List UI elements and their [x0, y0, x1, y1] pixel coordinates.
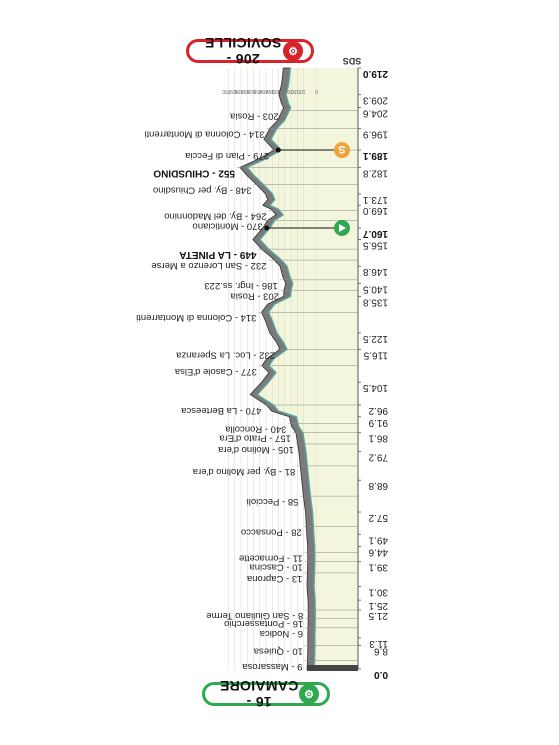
km-label: 135.8 [363, 296, 388, 307]
town-label: 81 - By. per Molino d'era [192, 466, 295, 477]
town-label: 16 - Pontasserchio [224, 618, 303, 629]
elevation-tick-label: 0 [315, 88, 318, 94]
town-label: 264 - By. del Madonnino [164, 211, 266, 222]
town-label: 10 - Quiesa [253, 645, 303, 656]
km-axis: 0.0 8.611.3 21.525.1 30.1 39.1 44.6 49.1 57.2 68… [358, 67, 388, 680]
town-label: 105 - Molino d'era [217, 444, 293, 455]
finish-sign: 206 - SOVICILLE ⚙ [186, 35, 314, 67]
km-label: 0.0 [374, 669, 388, 680]
km-label: 140.5 [363, 283, 388, 294]
elevation-tick-label: 700 [222, 88, 231, 94]
km-label: 146.8 [363, 266, 388, 277]
profile-band [247, 68, 358, 669]
town-label: 279 - Pian di Feccia [184, 150, 269, 161]
start-label: 16 - CAMAIORE [219, 678, 299, 710]
header-abbr: SDS [343, 56, 362, 66]
elevation-tick-label: 400 [259, 88, 268, 94]
finish-label: 206 - SOVICILLE [204, 35, 282, 67]
km-label: 39.1 [368, 562, 388, 573]
elevation-tick-label: 150 [291, 88, 300, 94]
route-line [245, 67, 316, 670]
km-label: 57.2 [368, 512, 388, 523]
town-label: 13 - Caprona [246, 573, 302, 584]
town-label: 9 - Massarosa [242, 661, 303, 672]
profile-layer: 0100150200250300350400450500550600650700 [222, 67, 359, 671]
km-label: 209.3 [363, 95, 388, 106]
km-label: 79.2 [368, 452, 388, 463]
elevation-tick-label: 600 [234, 88, 243, 94]
town-label: 203 - Rosia [229, 111, 278, 122]
town-label: 377 - Casole d'Elsa [174, 366, 257, 377]
elevation-tick-label: 100 [297, 88, 306, 94]
km-label: 116.5 [363, 349, 388, 360]
cycling-icon: ⚙ [283, 41, 303, 61]
km-label: 104.5 [363, 382, 388, 393]
km-label: 44.6 [368, 547, 388, 558]
km-label: 21.5 [368, 610, 388, 621]
town-label: 552 - CHIUSDINO [153, 167, 235, 178]
km-label: 196.9 [363, 129, 388, 140]
km-label: 30.1 [368, 586, 388, 597]
town-label: 470 - La Berteesca [181, 405, 262, 416]
elevation-tick-label: 300 [272, 88, 281, 94]
elevation-tick-label: 550 [241, 88, 250, 94]
km-label: 219.0 [363, 68, 388, 79]
town-label: 232 - Loc. La Speranza [176, 349, 275, 360]
km-label: 182.8 [363, 167, 388, 178]
town-label: 8 - San Giuliano Terme [206, 610, 303, 621]
sprint-label: S [338, 143, 345, 155]
town-label: 6 - Nodica [259, 628, 303, 639]
town-label: 58 - Peccioli [247, 496, 299, 507]
cycling-icon: ⚙ [299, 684, 319, 704]
km-label: 91.9 [368, 417, 388, 428]
town-label: 449 - LA PINETA [179, 249, 256, 260]
flag-arrow [339, 223, 346, 232]
elevation-tick-label: 450 [253, 88, 262, 94]
km-label: 8.6 [374, 645, 388, 656]
elevation-tick-label: 350 [266, 88, 275, 94]
town-label: 203 - Rosia [230, 290, 279, 301]
town-label: 370 - Monticiano [193, 220, 263, 231]
route-markers: S [264, 142, 350, 236]
km-label: 68.8 [368, 480, 388, 491]
km-label: 204.6 [363, 108, 388, 119]
start-base [307, 665, 358, 671]
km-label: 173.1 [363, 194, 388, 205]
town-label: 10 - Cascina [249, 562, 303, 573]
km-label: 25.1 [368, 600, 388, 611]
km-label: 11.3 [369, 638, 388, 649]
km-label: 160.7 [363, 228, 388, 239]
km-label: 156.5 [363, 240, 388, 251]
town-label: 11 - Fornacette [239, 552, 303, 563]
sprint-s-icon [334, 142, 350, 159]
km-label: 96.2 [368, 405, 388, 416]
km-label: 122.5 [363, 333, 388, 344]
town-label: 186 - Ingr. ss.223 [204, 280, 277, 291]
km-label: 86.1 [368, 433, 388, 444]
km-label: 49.1 [368, 534, 388, 545]
elevation-tick-label: 500 [247, 88, 256, 94]
elevation-tick-label: 650 [228, 88, 237, 94]
town-label: 28 - Ponsacco [241, 526, 302, 537]
town-label: 314 - Colonna di Montarrenti [144, 129, 264, 140]
town-label: 157 - Prato d'Era [219, 433, 291, 444]
km-label: 169.0 [363, 205, 388, 216]
start-sign: 16 - CAMAIORE ⚙ [202, 678, 330, 710]
town-label: 348 - By. per Chiusdino [153, 185, 252, 196]
town-label: 314 - Colonna di Montarrenti [136, 312, 256, 323]
km-label: 189.1 [363, 150, 388, 161]
elevation-tick-label: 200 [284, 88, 293, 94]
town-label: 340 - Roncolla [225, 423, 287, 434]
town-label: 232 - San Lorenzo a Merse [151, 260, 266, 271]
